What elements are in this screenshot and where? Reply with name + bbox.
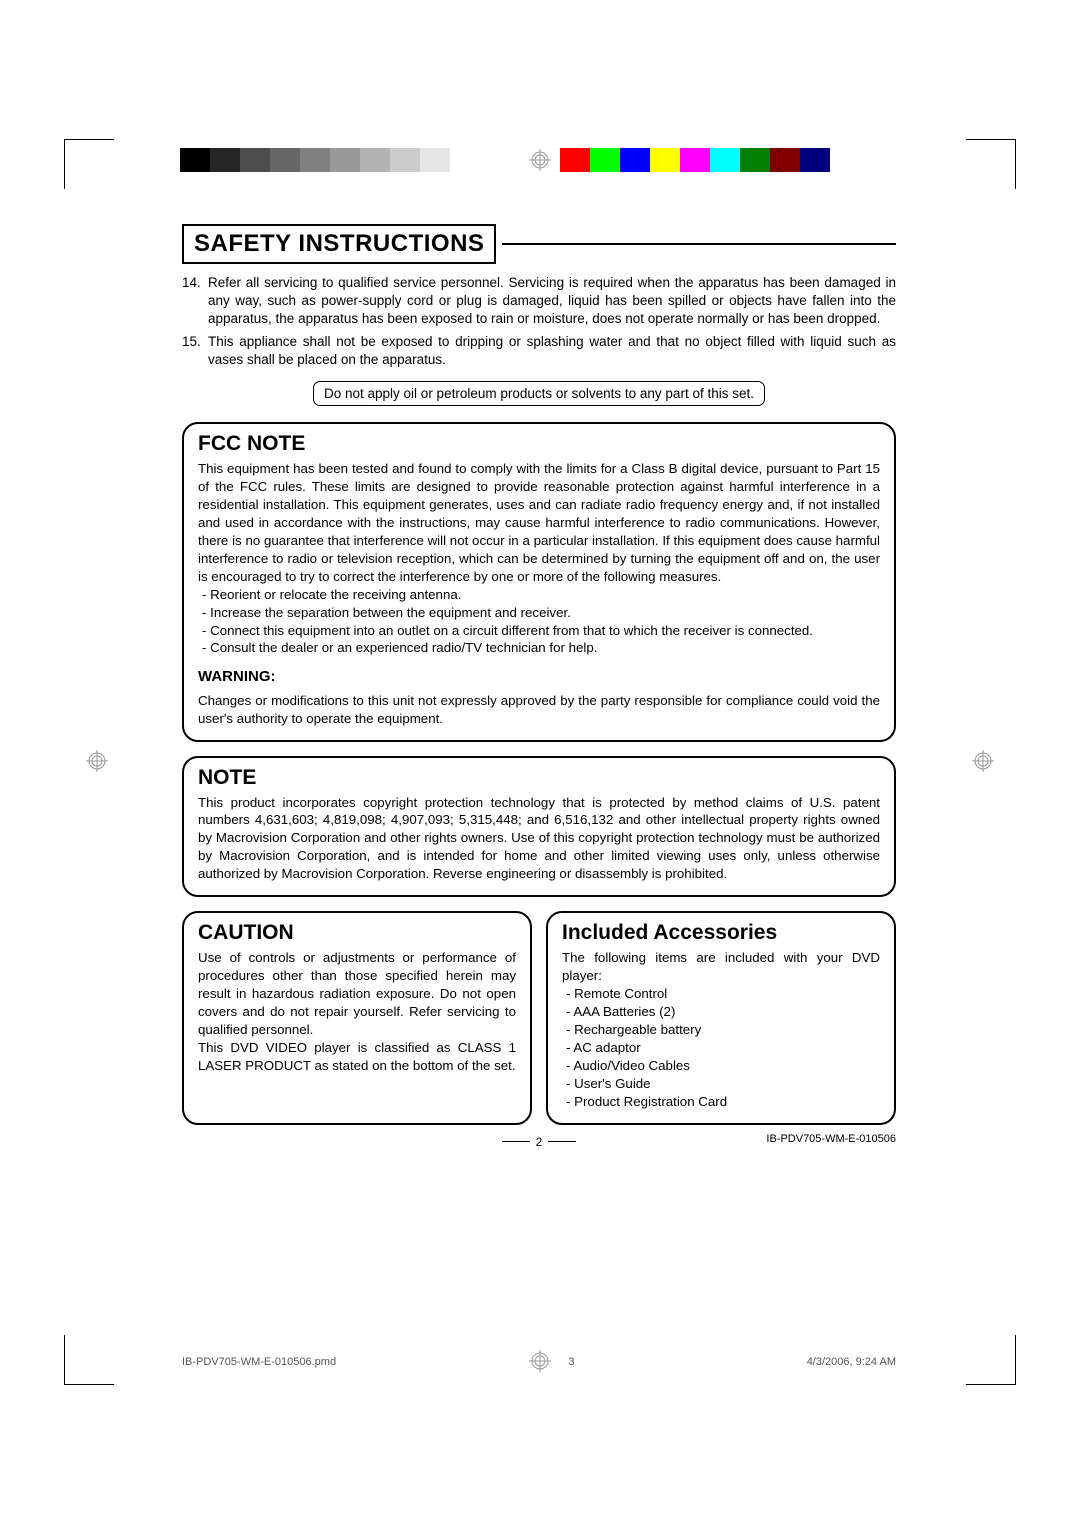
caution-heading: CAUTION [198,921,516,945]
accessory-item: - User's Guide [562,1075,880,1093]
registration-mark-right [972,750,994,772]
fcc-warning-body: Changes or modifications to this unit no… [198,692,880,728]
registration-mark-top [529,149,551,171]
note-heading: NOTE [198,766,880,790]
accessories-intro: The following items are included with yo… [562,949,880,985]
accessory-item: - Audio/Video Cables [562,1057,880,1075]
crop-mark-top-right [966,139,1016,189]
slug-page: 3 [568,1356,574,1368]
fcc-heading: FCC NOTE [198,432,880,456]
registration-mark-left [86,750,108,772]
note-body: This product incorporates copyright prot… [198,794,880,884]
grayscale-colorbar [180,148,480,172]
page-content: SAFETY INSTRUCTIONS 14.Refer all servici… [182,224,896,1149]
page-number-row: 2 IB-PDV705-WM-E-010506 [182,1135,896,1149]
caution-body: Use of controls or adjustments or perfor… [198,949,516,1075]
accessory-item: - Remote Control [562,985,880,1003]
fcc-bullet-item: - Consult the dealer or an experienced r… [198,639,880,657]
fcc-body-text: This equipment has been tested and found… [198,461,880,584]
fcc-bullet-item: - Reorient or relocate the receiving ant… [198,586,880,604]
fcc-bullet-list: - Reorient or relocate the receiving ant… [198,586,880,658]
two-column-row: CAUTION Use of controls or adjustments o… [182,911,896,1124]
imposition-slug: IB-PDV705-WM-E-010506.pmd 3 4/3/2006, 9:… [182,1356,896,1368]
note-box: NOTE This product incorporates copyright… [182,756,896,898]
fcc-bullet-item: - Connect this equipment into an outlet … [198,622,880,640]
slug-datetime: 4/3/2006, 9:24 AM [807,1356,896,1368]
safety-list-item: 15.This appliance shall not be exposed t… [182,333,896,369]
footer-code: IB-PDV705-WM-E-010506 [766,1133,896,1145]
accessories-box: Included Accessories The following items… [546,911,896,1124]
title-rule [502,243,896,245]
crop-mark-top-left [64,139,114,189]
color-colorbar [560,148,860,172]
fcc-note-box: FCC NOTE This equipment has been tested … [182,422,896,741]
accessory-item: - Product Registration Card [562,1093,880,1111]
accessory-item: - AC adaptor [562,1039,880,1057]
caution-box: CAUTION Use of controls or adjustments o… [182,911,532,1124]
slug-file: IB-PDV705-WM-E-010506.pmd [182,1356,336,1368]
title-row: SAFETY INSTRUCTIONS [182,224,896,264]
warning-callout: Do not apply oil or petroleum products o… [313,381,765,406]
safety-list: 14.Refer all servicing to qualified serv… [182,274,896,369]
safety-list-item: 14.Refer all servicing to qualified serv… [182,274,896,329]
accessories-body: The following items are included with yo… [562,949,880,1110]
accessory-item: - AAA Batteries (2) [562,1003,880,1021]
accessories-heading: Included Accessories [562,921,880,945]
fcc-bullet-item: - Increase the separation between the eq… [198,604,880,622]
accessories-list: - Remote Control- AAA Batteries (2)- Rec… [562,985,880,1111]
crop-mark-bottom-right [966,1335,1016,1385]
crop-mark-bottom-left [64,1335,114,1385]
fcc-warning-head: WARNING: [198,667,880,687]
fcc-body: This equipment has been tested and found… [198,460,880,727]
page-number: 2 [536,1135,543,1149]
accessory-item: - Rechargeable battery [562,1021,880,1039]
page-title: SAFETY INSTRUCTIONS [182,224,496,264]
